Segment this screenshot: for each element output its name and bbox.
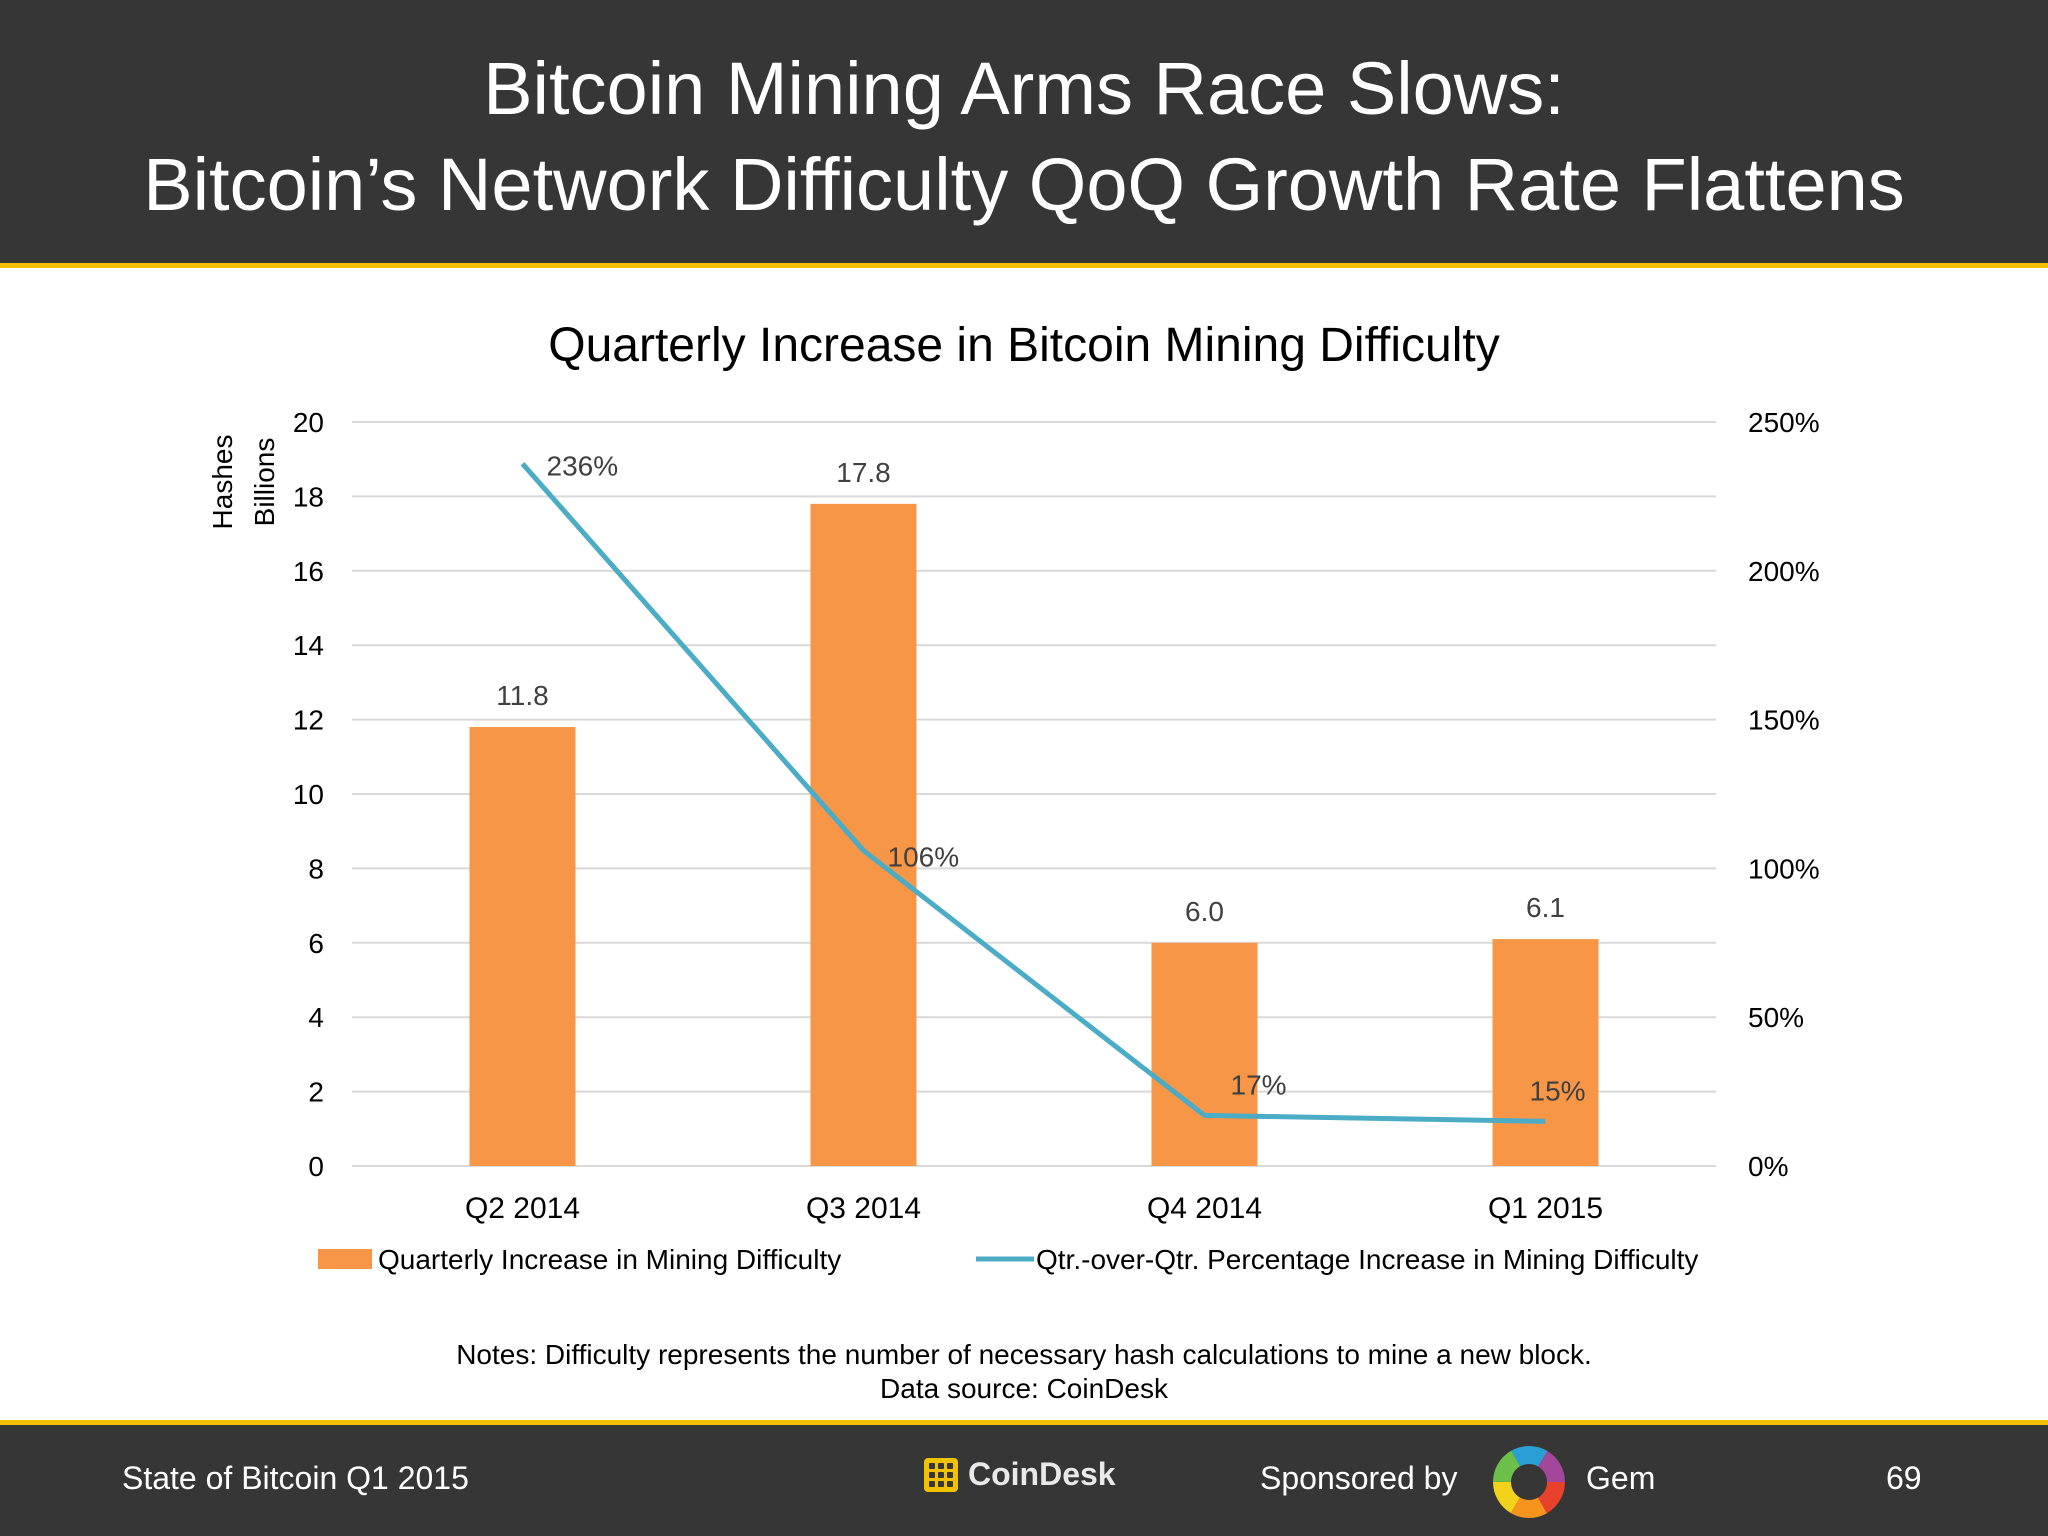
- bar-data-label: 17.8: [836, 457, 891, 488]
- bar-data-label: 6.0: [1185, 896, 1224, 927]
- notes-text: Notes: Difficulty represents the number …: [456, 1339, 1592, 1370]
- chart-title: Quarterly Increase in Bitcoin Mining Dif…: [548, 319, 1500, 372]
- line-data-label: 17%: [1231, 1069, 1287, 1100]
- bar: [469, 727, 576, 1166]
- y-tick-label: 2: [308, 1077, 324, 1108]
- y-tick-label: 14: [293, 630, 324, 661]
- y-tick-label: 12: [293, 705, 324, 736]
- y-axis-label-line-2: Billions: [249, 438, 280, 527]
- y-tick-label: 10: [293, 779, 324, 810]
- bar: [810, 503, 917, 1167]
- y-tick-label: 16: [293, 556, 324, 587]
- x-tick-label: Q2 2014: [465, 1192, 580, 1225]
- footer-divider: [0, 1420, 2048, 1425]
- y2-tick-label: 100%: [1748, 853, 1820, 884]
- y-tick-label: 20: [293, 407, 324, 438]
- y2-tick-label: 0%: [1748, 1151, 1788, 1182]
- y2-tick-label: 200%: [1748, 556, 1820, 587]
- line-data-label: 236%: [547, 451, 619, 482]
- x-tick-label: Q3 2014: [806, 1192, 921, 1225]
- sponsor-name: Gem: [1586, 1460, 1656, 1496]
- legend-line-label: Qtr.-over-Qtr. Percentage Increase in Mi…: [1036, 1244, 1698, 1275]
- line-data-label: 106%: [888, 842, 960, 873]
- bar: [1151, 942, 1258, 1166]
- bar-data-label: 6.1: [1526, 892, 1565, 923]
- legend-bar-swatch: [318, 1249, 372, 1269]
- gem-logo-icon: [1493, 1446, 1565, 1518]
- y2-tick-label: 50%: [1748, 1002, 1804, 1033]
- data-source-text: Data source: CoinDesk: [880, 1373, 1168, 1404]
- slide-footer: State of Bitcoin Q1 2015 CoinDesk Sponso…: [0, 1425, 2048, 1536]
- y2-tick-label: 150%: [1748, 705, 1820, 736]
- slide-title-line-2: Bitcoin’s Network Difficulty QoQ Growth …: [143, 143, 1905, 226]
- y-tick-label: 8: [308, 853, 324, 884]
- chart-notes: Notes: Difficulty represents the number …: [0, 1338, 2048, 1406]
- coindesk-logo-text: CoinDesk: [968, 1456, 1116, 1492]
- x-tick-label: Q4 2014: [1147, 1192, 1262, 1225]
- y-tick-label: 4: [308, 1002, 324, 1033]
- bar-data-label: 11.8: [496, 680, 548, 711]
- sponsor-label: Sponsored by: [1260, 1460, 1458, 1496]
- coindesk-logo: CoinDesk: [924, 1456, 1116, 1493]
- line-series: [520, 462, 1546, 1124]
- report-title: State of Bitcoin Q1 2015: [122, 1460, 469, 1496]
- slide-title-line-1: Bitcoin Mining Arms Race Slows:: [483, 47, 1565, 130]
- y-tick-label: 6: [308, 928, 324, 959]
- coindesk-logo-icon: [924, 1457, 958, 1492]
- y-axis-label-line-1: Hashes: [207, 435, 238, 530]
- header-divider: [0, 263, 2048, 268]
- bar: [1492, 939, 1599, 1166]
- line-data-label: 15%: [1530, 1075, 1586, 1106]
- y-tick-label: 0: [308, 1151, 324, 1182]
- x-tick-label: Q1 2015: [1488, 1192, 1603, 1225]
- legend-bar-label: Quarterly Increase in Mining Difficulty: [378, 1244, 841, 1275]
- y-tick-label: 18: [293, 481, 324, 512]
- y2-tick-label: 250%: [1748, 407, 1820, 438]
- difficulty-chart: 024681012141618200%50%100%150%200%250%Ha…: [207, 407, 1820, 1275]
- slide-header: Bitcoin Mining Arms Race Slows: Bitcoin’…: [0, 0, 2048, 263]
- page-number: 69: [1886, 1460, 1922, 1496]
